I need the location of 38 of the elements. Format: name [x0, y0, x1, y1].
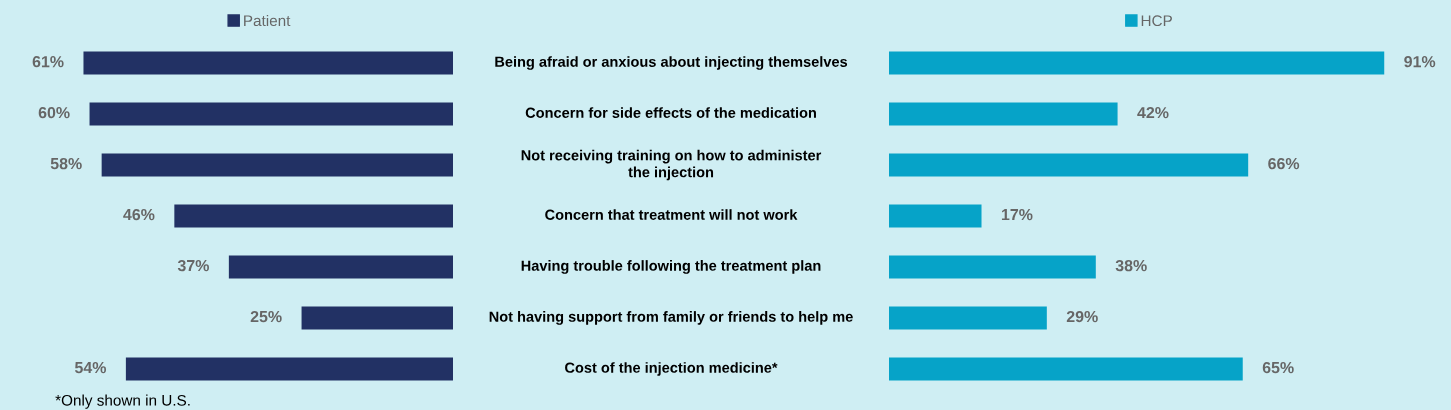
- bar: [301, 306, 453, 330]
- data-label: 65%: [1262, 361, 1294, 374]
- data-label: 25%: [250, 310, 282, 323]
- data-label: 60%: [38, 106, 70, 119]
- category-label: Being afraid or anxious about injecting themselves: [495, 56, 848, 70]
- bar: [889, 204, 982, 228]
- bar: [83, 51, 453, 75]
- bar: [889, 153, 1249, 177]
- bar: [228, 255, 453, 279]
- data-label: 66%: [1268, 157, 1300, 170]
- bar: [889, 306, 1047, 330]
- data-label: 54%: [74, 361, 107, 374]
- category-label: Concern that treatment will not work: [545, 209, 798, 220]
- bar: [889, 357, 1243, 381]
- bar: [101, 153, 453, 177]
- data-label: 61%: [32, 55, 64, 68]
- data-label: 17%: [1001, 208, 1033, 221]
- bar: [174, 204, 453, 228]
- bar: [89, 102, 453, 126]
- data-label: 38%: [1115, 259, 1147, 272]
- category-label: Having trouble following the treatment plan: [521, 260, 821, 274]
- category-label: Concern for side effects of the medication: [525, 107, 816, 118]
- legend-label: HCP: [1141, 15, 1172, 27]
- text: *Only shown in U.S.: [55, 394, 190, 409]
- data-label: 37%: [177, 259, 209, 272]
- bar: [125, 357, 453, 381]
- legend-label: Patient: [244, 14, 291, 27]
- category-label: Not having support from family or friends to help me: [489, 311, 853, 325]
- data-label: 46%: [123, 208, 155, 221]
- data-label: 29%: [1066, 310, 1098, 323]
- category-label: Not receiving training on how to administer the injection: [521, 149, 822, 181]
- bar: [889, 51, 1385, 75]
- data-label: 58%: [50, 157, 82, 170]
- data-label: 91%: [1404, 55, 1436, 68]
- bar: [889, 102, 1118, 126]
- category-label: Cost of the injection medicine*: [565, 362, 778, 376]
- data-label: 42%: [1137, 106, 1169, 119]
- bar: [889, 255, 1096, 279]
